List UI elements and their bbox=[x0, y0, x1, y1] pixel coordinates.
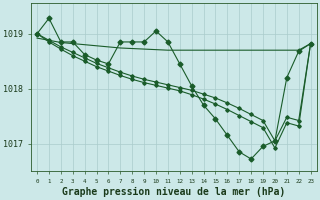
X-axis label: Graphe pression niveau de la mer (hPa): Graphe pression niveau de la mer (hPa) bbox=[62, 186, 285, 197]
